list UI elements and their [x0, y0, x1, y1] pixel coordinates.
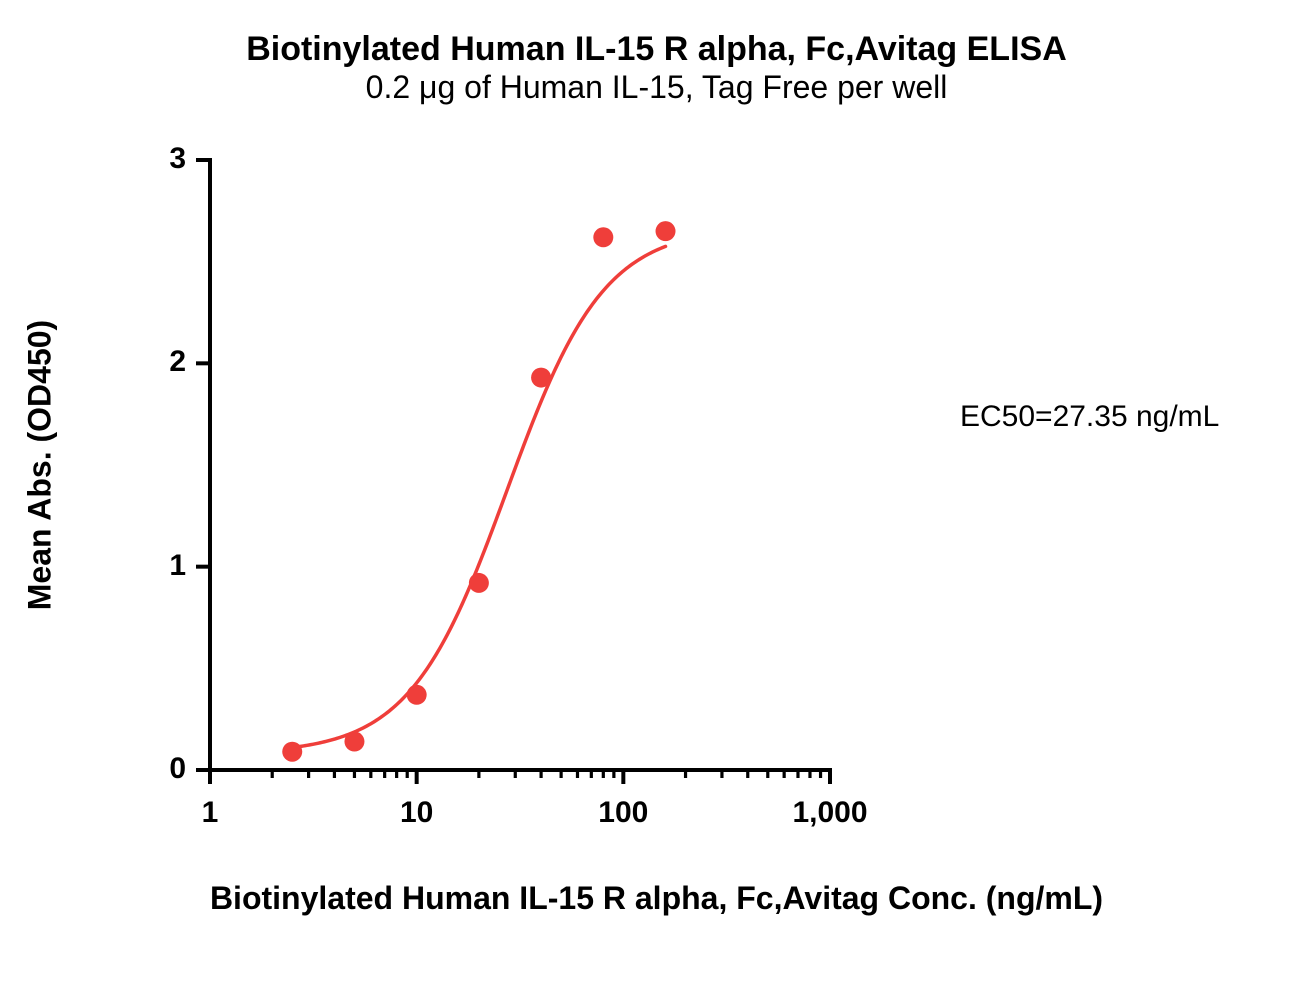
data-point [469, 573, 489, 593]
data-point [656, 221, 676, 241]
fit-curve [292, 246, 665, 747]
elisa-chart: Biotinylated Human IL-15 R alpha, Fc,Avi… [0, 0, 1313, 981]
x-tick-label: 10 [377, 796, 457, 830]
data-point [593, 227, 613, 247]
data-point [344, 732, 364, 752]
x-tick-label: 100 [583, 796, 663, 830]
data-point [282, 742, 302, 762]
y-tick-label: 2 [169, 345, 186, 379]
plot-svg [0, 0, 1313, 981]
y-tick-label: 0 [169, 752, 186, 786]
data-point [531, 368, 551, 388]
y-tick-label: 3 [169, 142, 186, 176]
x-tick-label: 1 [170, 796, 250, 830]
data-point [407, 685, 427, 705]
y-tick-label: 1 [169, 549, 186, 583]
x-tick-label: 1,000 [790, 796, 870, 830]
